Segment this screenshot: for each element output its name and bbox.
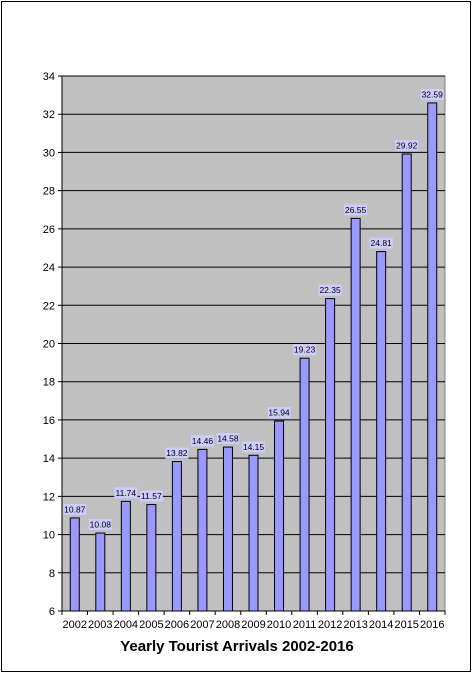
data-label: 14.58 xyxy=(217,434,239,444)
bar xyxy=(350,217,361,612)
data-label-box xyxy=(318,284,342,296)
x-tick-label: 2014 xyxy=(369,619,393,631)
data-label: 14.15 xyxy=(243,442,265,452)
y-tick-label: 12 xyxy=(43,491,55,503)
bar xyxy=(325,298,336,612)
data-label-box xyxy=(216,433,240,445)
data-label-box xyxy=(293,344,317,356)
bars xyxy=(69,102,438,612)
bar xyxy=(274,420,285,612)
data-label: 29.92 xyxy=(396,140,418,150)
y-tick-label: 6 xyxy=(49,606,55,618)
y-tick-label: 24 xyxy=(43,262,55,274)
data-label-box xyxy=(139,490,163,502)
y-tick-label: 32 xyxy=(43,109,55,121)
data-label: 11.74 xyxy=(116,488,137,498)
chart-title: Yearly Tourist Arrivals 2002-2016 xyxy=(120,638,354,655)
data-label: 26.55 xyxy=(345,205,367,215)
bar xyxy=(222,446,233,612)
bar xyxy=(69,517,80,612)
data-label-box xyxy=(420,88,444,100)
data-label-box xyxy=(88,519,112,531)
y-tick-label: 16 xyxy=(43,415,55,427)
x-tick-label: 2012 xyxy=(318,619,342,631)
data-label: 19.23 xyxy=(294,345,316,355)
x-tick-label: 2007 xyxy=(190,619,214,631)
data-label-box xyxy=(242,441,265,453)
y-tick-label: 20 xyxy=(43,339,55,351)
data-labels: 10.87 10.08 11.74 11.57 13.82 14.46 14.58 14.15… xyxy=(63,88,444,531)
x-axis: 2002 2003 2004 2005 2006 2007 2008 2009 2010 2011… xyxy=(61,610,446,631)
x-tick-label: 2004 xyxy=(114,619,138,631)
data-label-box xyxy=(267,407,291,419)
y-tick-label: 26 xyxy=(43,224,55,236)
bar xyxy=(401,153,412,612)
data-label-box xyxy=(369,237,393,249)
x-tick-label: 2005 xyxy=(139,619,163,631)
data-label: 13.82 xyxy=(166,448,188,458)
y-tick-label: 22 xyxy=(43,300,55,312)
data-label: 10.87 xyxy=(64,504,86,514)
y-tick-label: 30 xyxy=(43,147,55,159)
data-label: 32.59 xyxy=(422,89,444,99)
data-label: 10.08 xyxy=(90,520,112,530)
bar xyxy=(171,461,182,612)
data-label: 14.46 xyxy=(192,436,214,446)
bar xyxy=(95,532,106,612)
bar xyxy=(120,500,131,612)
data-label: 15.94 xyxy=(268,408,290,418)
x-tick-label: 2016 xyxy=(420,619,444,631)
bar xyxy=(248,454,259,612)
x-tick-label: 2008 xyxy=(216,619,240,631)
x-tick-label: 2009 xyxy=(241,619,265,631)
data-label: 22.35 xyxy=(319,285,341,295)
bar xyxy=(146,504,157,612)
data-label: 11.57 xyxy=(141,491,162,501)
data-label: 24.81 xyxy=(371,238,393,248)
x-tick-label: 2006 xyxy=(165,619,189,631)
data-label-box xyxy=(114,487,138,499)
y-axis: 6 8 10 12 14 16 18 20 22 24 26 28 30 32 34 xyxy=(43,71,63,618)
bar xyxy=(299,357,310,612)
y-tick-label: 28 xyxy=(43,186,55,198)
y-tick-label: 14 xyxy=(43,453,55,465)
x-tick-label: 2010 xyxy=(267,619,291,631)
data-label-box xyxy=(165,447,189,459)
x-tick-label: 2003 xyxy=(88,619,112,631)
data-label-box xyxy=(63,503,87,515)
y-tick-label: 34 xyxy=(43,71,55,83)
bar xyxy=(197,448,208,612)
data-label-box xyxy=(190,435,214,447)
x-tick-label: 2015 xyxy=(394,619,418,631)
y-tick-label: 18 xyxy=(43,377,55,389)
x-tick-label: 2002 xyxy=(63,619,87,631)
data-label-box xyxy=(344,204,368,216)
bar xyxy=(427,102,438,612)
data-label-box xyxy=(395,139,419,151)
x-tick-label: 2013 xyxy=(343,619,367,631)
bar xyxy=(376,251,387,612)
x-tick-label: 2011 xyxy=(293,619,317,631)
y-tick-label: 8 xyxy=(49,568,55,580)
y-tick-label: 10 xyxy=(43,530,55,542)
